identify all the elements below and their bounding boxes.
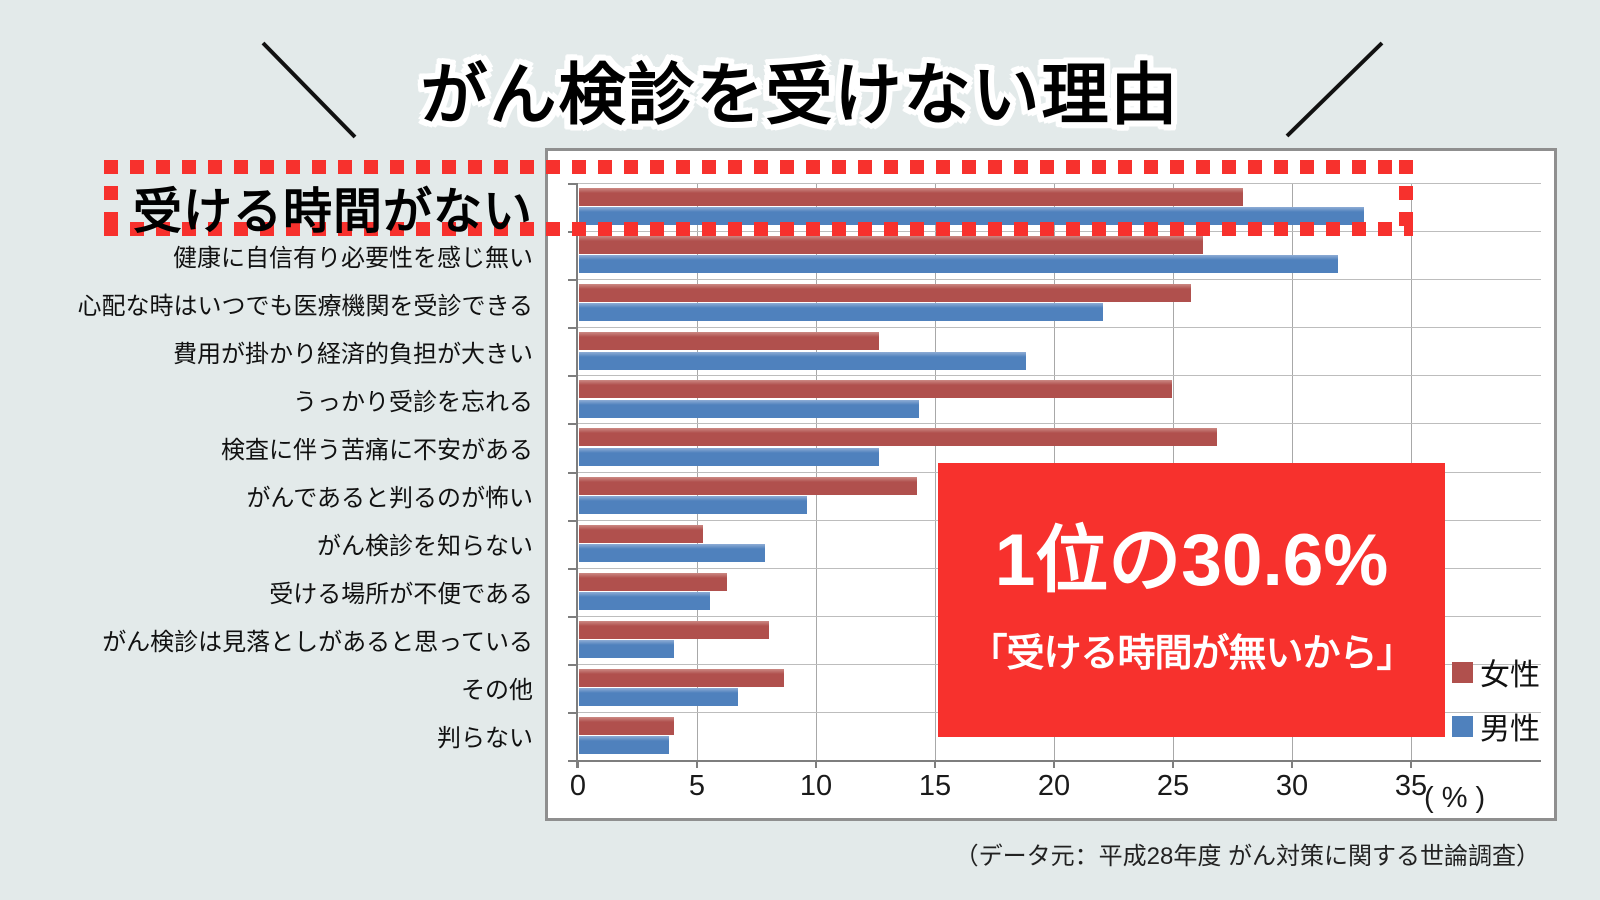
h-gridline	[578, 279, 1541, 281]
x-tick-label: 20	[1037, 770, 1071, 802]
category-label: 判らない	[437, 725, 533, 753]
category-label: 受ける時間がない	[132, 184, 533, 239]
x-axis-tick	[815, 760, 817, 768]
x-tick-label: 35	[1394, 770, 1428, 802]
bar-male	[579, 543, 765, 562]
highlight-dashed-border-bottom	[104, 222, 1413, 236]
callout-rank-value: 1位の30.6%	[994, 520, 1389, 602]
highlight-dashed-border-top	[104, 160, 1413, 174]
bar-male	[579, 255, 1339, 274]
bar-female	[579, 236, 1203, 255]
bar-female	[579, 188, 1244, 206]
x-tick-label: 10	[799, 770, 833, 802]
x-tick-label: 25	[1156, 770, 1190, 802]
y-axis-tick	[568, 663, 576, 666]
category-label: がん検診は見落としがあると思っている	[102, 629, 533, 657]
category-label: 受ける場所が不便である	[269, 581, 533, 609]
bar-female	[579, 380, 1172, 399]
category-label: 健康に自信有り必要性を感じ無い	[173, 244, 533, 272]
category-label: その他	[461, 677, 533, 705]
y-axis-tick	[568, 519, 576, 522]
source-note: （データ元：平成28年度 がん対策に関する世論調査）	[954, 843, 1540, 870]
bar-male	[579, 303, 1103, 322]
title-accent-left-line	[261, 41, 357, 139]
x-axis-tick	[1172, 760, 1174, 768]
bar-female	[579, 284, 1191, 303]
legend-item-female: 女性	[1452, 650, 1540, 694]
bar-male	[579, 351, 1027, 370]
y-axis-tick	[568, 423, 576, 426]
bar-female	[579, 716, 675, 735]
x-tick-label: 0	[569, 770, 587, 802]
y-axis-tick	[568, 471, 576, 474]
bar-male	[579, 447, 879, 466]
bar-male	[579, 591, 710, 610]
title-accent-right-line	[1285, 41, 1384, 138]
callout-box: 1位の30.6% 「受ける時間が無いから」	[938, 463, 1445, 737]
highlight-dashed-border-right	[1399, 160, 1413, 236]
x-tick-label: 5	[688, 770, 706, 802]
category-label: 検査に伴う苦痛に不安がある	[221, 436, 533, 464]
x-tick-label: 15	[918, 770, 952, 802]
y-axis-tick	[568, 183, 576, 185]
bar-male	[579, 640, 675, 659]
x-axis-tick	[1053, 760, 1055, 768]
y-axis-tick	[568, 615, 576, 618]
bar-female	[579, 572, 727, 591]
bar-male	[579, 688, 739, 707]
h-gridline	[578, 327, 1541, 329]
bar-female	[579, 524, 703, 543]
category-label: がんであると判るのが怖い	[246, 485, 533, 513]
highlight-dashed-border-left	[104, 160, 118, 236]
legend-label-female: 女性	[1480, 659, 1540, 692]
x-axis-tick	[577, 760, 579, 768]
x-axis-tick	[696, 760, 698, 768]
y-axis-tick	[568, 375, 576, 378]
axis-unit-label: ( % )	[1424, 782, 1486, 814]
category-label: 心配な時はいつでも医療機関を受診できる	[77, 292, 533, 320]
category-label: がん検診を知らない	[317, 533, 533, 561]
x-axis-tick	[934, 760, 936, 768]
bar-female	[579, 476, 917, 495]
callout-reason-text: 「受ける時間が無いから」	[969, 632, 1414, 675]
legend-label-male: 男性	[1480, 713, 1540, 746]
bar-female	[579, 620, 770, 639]
h-gridline	[578, 423, 1541, 425]
category-label: うっかり受診を忘れる	[293, 388, 533, 416]
y-axis-tick	[568, 567, 576, 570]
legend-item-male: 男性	[1452, 704, 1540, 748]
h-gridline	[578, 375, 1541, 377]
page-title: がん検診を受けない理由	[420, 57, 1180, 133]
bar-male	[579, 207, 1365, 226]
female-color-swatch	[1452, 661, 1473, 683]
bar-male	[579, 495, 808, 514]
bar-female	[579, 332, 879, 351]
bar-female	[579, 428, 1217, 447]
y-axis-tick	[568, 279, 576, 282]
bar-male	[579, 736, 670, 755]
x-axis-tick	[1410, 760, 1412, 768]
category-label: 費用が掛かり経済的負担が大きい	[173, 340, 533, 368]
x-axis-tick	[1291, 760, 1293, 768]
h-gridline	[578, 183, 1541, 184]
y-axis-tick	[568, 327, 576, 330]
x-tick-label: 30	[1275, 770, 1309, 802]
y-axis-line	[576, 183, 578, 768]
male-color-swatch	[1452, 715, 1473, 737]
y-axis-tick	[568, 711, 576, 714]
bar-female	[579, 668, 784, 687]
y-axis-tick	[568, 760, 576, 762]
bar-male	[579, 399, 920, 418]
